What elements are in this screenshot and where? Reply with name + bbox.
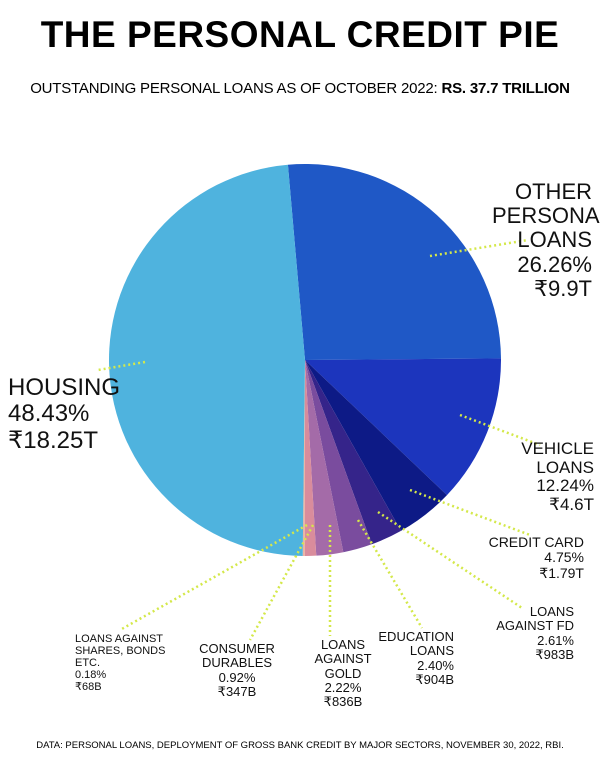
value-label: 0.18% (75, 669, 107, 682)
amount-label: ₹347B (217, 683, 257, 699)
value-label: 0.92% (218, 669, 256, 685)
amount-label: ₹68B (75, 681, 102, 694)
category-name: LOANS AGAINST GOLD (314, 637, 372, 681)
pie-slice (304, 360, 317, 556)
category-name: HOUSING (8, 374, 121, 401)
pie-slice (305, 360, 372, 553)
category-name: LOANS AGAINST FD (496, 604, 574, 634)
category-name: EDUCATION LOANS (378, 629, 454, 659)
slice-label: VEHICLE LOANS 12.24% ₹4.6T (464, 439, 594, 515)
leader-lines (97, 238, 541, 641)
value-label: 12.24% (536, 476, 594, 496)
amount-label: ₹836B (323, 694, 363, 710)
pie-slice (305, 360, 344, 556)
slice-label: LOANS AGAINST SHARES, BONDS ETC. 0.18% ₹68… (75, 633, 193, 693)
slice-label: LOANS AGAINST GOLD 2.22% ₹836B (298, 637, 388, 710)
leader-line (409, 488, 531, 537)
slice-label: CONSUMER DURABLES 0.92% ₹347B (198, 641, 276, 699)
pie-slice (302, 360, 305, 556)
leader-line (459, 413, 541, 447)
slice-label: LOANS AGAINST FD 2.61% ₹983B (494, 604, 574, 662)
leader-line (377, 510, 523, 610)
amount-label: ₹18.25T (8, 426, 98, 454)
leader-line (248, 524, 315, 641)
amount-label: ₹983B (535, 646, 574, 662)
category-name: OTHER PERSONAL LOANS (492, 179, 600, 253)
slice-label: HOUSING 48.43% ₹18.25T (8, 374, 148, 454)
chart-subtitle: OUTSTANDING PERSONAL LOANS AS OF OCTOBER… (0, 80, 600, 97)
value-label: 4.75% (544, 549, 584, 566)
pie-slice (305, 360, 447, 531)
slice-label: EDUCATION LOANS 2.40% ₹904B (372, 629, 454, 687)
pie-slice (305, 358, 501, 496)
category-name: CREDIT CARD (488, 534, 584, 550)
value-label: 26.26% (517, 251, 592, 277)
source-note: DATA: PERSONAL LOANS, DEPLOYMENT OF GROS… (36, 740, 564, 751)
category-name: CONSUMER DURABLES (199, 641, 275, 671)
amount-label: ₹904B (415, 671, 454, 687)
value-label: 2.61% (537, 632, 574, 648)
amount-label: ₹1.79T (539, 564, 584, 581)
subtitle-text: OUTSTANDING PERSONAL LOANS AS OF OCTOBER… (30, 80, 438, 97)
value-label: 2.40% (417, 657, 454, 673)
pie-slice (287, 164, 501, 360)
category-name: LOANS AGAINST SHARES, BONDS ETC. (75, 633, 166, 670)
leader-line (119, 523, 308, 632)
amount-label: ₹4.6T (549, 495, 594, 515)
category-name: VEHICLE LOANS (521, 439, 594, 477)
leader-line (429, 238, 529, 258)
slice-label: OTHER PERSONAL LOANS 26.26% ₹9.9T (492, 179, 600, 301)
pie-slice (305, 360, 401, 545)
value-label: 48.43% (8, 400, 90, 428)
leader-line (356, 519, 424, 629)
subtitle-emphasis: RS. 37.7 TRILLION (441, 80, 570, 97)
value-label: 2.22% (324, 679, 362, 695)
amount-label: ₹9.9T (533, 275, 592, 301)
chart-title: THE PERSONAL CREDIT PIE (40, 14, 560, 55)
pie-slice (108, 164, 305, 556)
slice-label: CREDIT CARD 4.75% ₹1.79T (474, 534, 584, 581)
